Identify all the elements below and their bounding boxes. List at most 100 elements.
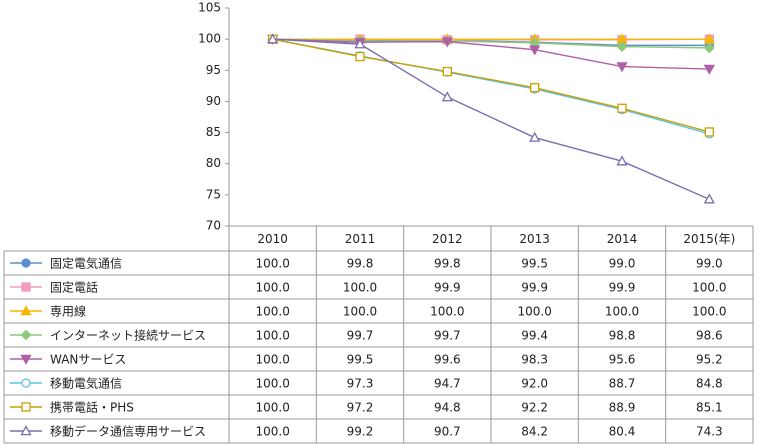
y-tick-label: 85 xyxy=(206,125,221,139)
table-value: 97.2 xyxy=(347,401,374,415)
table-value: 84.2 xyxy=(521,425,548,439)
legend-label: インターネット接続サービス xyxy=(50,328,206,343)
marker xyxy=(355,51,365,62)
table-value: 97.3 xyxy=(347,377,374,391)
marker xyxy=(529,131,541,142)
table-value: 99.2 xyxy=(347,425,374,439)
x-tick-label: 2013 xyxy=(519,232,550,246)
table-value: 100.0 xyxy=(255,353,289,367)
legend-label: 携帯電話・PHS xyxy=(50,400,134,415)
legend-label: 固定電気通信 xyxy=(50,256,122,271)
table-value: 99.9 xyxy=(434,281,461,295)
table-value: 85.1 xyxy=(696,401,723,415)
y-tick-label: 95 xyxy=(206,63,221,77)
table-value: 100.0 xyxy=(255,401,289,415)
table-value: 100.0 xyxy=(255,257,289,271)
marker xyxy=(703,64,715,75)
marker xyxy=(616,155,628,166)
legend-label: 固定電話 xyxy=(50,280,98,295)
table-value: 99.4 xyxy=(521,329,548,343)
marker xyxy=(20,305,32,316)
series-line xyxy=(272,38,710,49)
table-value: 100.0 xyxy=(692,281,726,295)
marker xyxy=(21,378,31,388)
marker xyxy=(703,42,715,54)
marker xyxy=(21,402,31,412)
marker xyxy=(704,127,714,137)
table-value: 99.7 xyxy=(347,329,374,343)
table-value: 88.7 xyxy=(609,377,636,391)
table-value: 92.0 xyxy=(521,377,548,391)
y-tick-label: 75 xyxy=(206,187,221,201)
marker xyxy=(441,37,453,48)
marker xyxy=(530,83,540,93)
table-value: 99.9 xyxy=(609,281,636,295)
y-tick-label: 90 xyxy=(206,94,221,108)
legend-label: 専用線 xyxy=(50,304,86,319)
table-value: 94.7 xyxy=(434,377,461,391)
marker xyxy=(442,66,452,77)
marker xyxy=(354,38,366,49)
table-value: 90.7 xyxy=(434,425,461,439)
y-tick-label: 80 xyxy=(206,156,221,170)
table-value: 99.0 xyxy=(609,257,636,271)
table-value: 100.0 xyxy=(605,305,639,319)
table-value: 84.8 xyxy=(696,377,723,391)
y-tick-label: 70 xyxy=(206,219,221,233)
x-tick-label: 2011 xyxy=(345,232,376,246)
series-line xyxy=(272,38,710,133)
marker xyxy=(20,329,32,341)
table-value: 100.0 xyxy=(692,305,726,319)
legend-label: 移動電気通信 xyxy=(50,376,122,391)
table-value: 99.0 xyxy=(696,257,723,271)
table-value: 80.4 xyxy=(609,425,636,439)
table-value: 95.2 xyxy=(696,353,723,367)
marker xyxy=(21,282,31,292)
series-line xyxy=(272,38,710,200)
x-tick-label: 2012 xyxy=(432,232,463,246)
marker xyxy=(703,193,715,204)
marker xyxy=(617,103,627,113)
y-tick-label: 100 xyxy=(198,32,221,46)
table-value: 100.0 xyxy=(430,305,464,319)
marker xyxy=(441,91,453,102)
table-value: 74.3 xyxy=(696,425,723,439)
marker xyxy=(529,45,541,56)
table-value: 99.9 xyxy=(521,281,548,295)
table-value: 100.0 xyxy=(517,305,551,319)
table-value: 100.0 xyxy=(255,305,289,319)
table-value: 100.0 xyxy=(255,425,289,439)
x-tick-label: 2014 xyxy=(607,232,638,246)
marker xyxy=(20,354,32,365)
table-value: 100.0 xyxy=(343,305,377,319)
table-value: 100.0 xyxy=(255,281,289,295)
x-tick-label: 2010 xyxy=(257,232,288,246)
table-value: 95.6 xyxy=(609,353,636,367)
series-line xyxy=(272,38,710,135)
marker xyxy=(616,62,628,73)
table-value: 94.8 xyxy=(434,401,461,415)
table-value: 99.8 xyxy=(434,257,461,271)
table-value: 88.9 xyxy=(609,401,636,415)
table-value: 98.8 xyxy=(609,329,636,343)
series-line xyxy=(272,38,710,70)
table-value: 99.5 xyxy=(521,257,548,271)
table-value: 99.8 xyxy=(347,257,374,271)
table-value: 99.7 xyxy=(434,329,461,343)
marker xyxy=(267,33,279,44)
marker xyxy=(20,425,32,436)
x-tick-label: 2015(年) xyxy=(683,232,735,246)
table-value: 100.0 xyxy=(343,281,377,295)
table-value: 99.5 xyxy=(347,353,374,367)
table-value: 99.6 xyxy=(434,353,461,367)
table-value: 98.3 xyxy=(521,353,548,367)
table-value: 92.2 xyxy=(521,401,548,415)
y-tick-label: 105 xyxy=(198,1,221,15)
legend-label: 移動データ通信専用サービス xyxy=(50,424,206,439)
legend-label: WANサービス xyxy=(50,353,126,367)
table-value: 100.0 xyxy=(255,329,289,343)
table-value: 98.6 xyxy=(696,329,723,343)
table-value: 100.0 xyxy=(255,377,289,391)
marker xyxy=(616,41,628,53)
